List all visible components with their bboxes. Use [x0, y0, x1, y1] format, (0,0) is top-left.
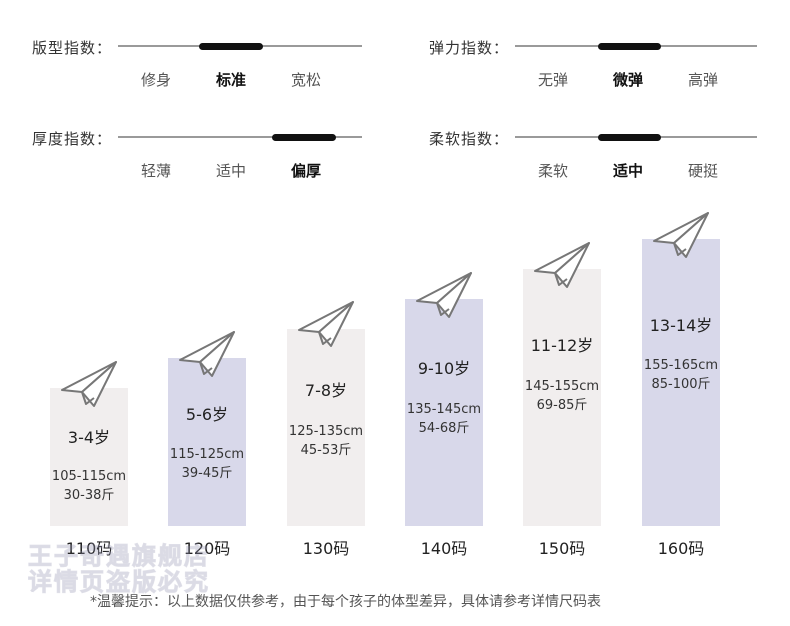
weight-range: 69-85斤 — [536, 398, 588, 413]
size-bar — [50, 388, 128, 526]
weight-range: 85-100斤 — [651, 377, 711, 392]
height-range: 155-165cm — [643, 358, 719, 373]
index-option-selected: 偏厚 — [290, 162, 321, 180]
age-label: 13-14岁 — [649, 316, 713, 335]
height-range: 125-135cm — [288, 424, 364, 439]
watermark: 王子奇遇旗舰店 详情页盗版必究 — [28, 542, 210, 596]
age-label: 5-6岁 — [185, 405, 229, 424]
height-range: 135-145cm — [406, 402, 482, 417]
index-marker — [199, 43, 263, 50]
age-label: 9-10岁 — [417, 359, 471, 378]
index-option-selected: 微弹 — [612, 71, 643, 89]
index-label: 版型指数： — [32, 39, 113, 57]
index-option: 柔软 — [537, 162, 568, 180]
index-marker — [598, 43, 661, 50]
size-bar — [642, 239, 720, 526]
paper-plane-icon — [298, 301, 354, 347]
index-marker — [272, 134, 336, 141]
age-label: 3-4岁 — [67, 428, 111, 447]
watermark-line: 详情页盗版必究 — [28, 568, 210, 596]
paper-plane-icon — [653, 212, 709, 258]
age-label: 11-12岁 — [530, 336, 594, 355]
size-label: 130码 — [302, 539, 350, 558]
weight-range: 54-68斤 — [418, 421, 470, 436]
index-option-selected: 适中 — [612, 162, 643, 180]
size-bar — [168, 358, 246, 526]
index-option: 适中 — [215, 162, 246, 180]
index-label: 厚度指数： — [32, 130, 113, 148]
paper-plane-icon — [416, 272, 472, 318]
index-option: 轻薄 — [140, 162, 171, 180]
size-bar — [523, 269, 601, 526]
paper-plane-icon — [179, 331, 235, 377]
index-option: 高弹 — [687, 71, 718, 89]
size-bar — [287, 329, 365, 526]
index-option: 无弹 — [537, 71, 568, 89]
weight-range: 30-38斤 — [63, 488, 115, 503]
paper-plane-icon — [534, 242, 590, 288]
index-option-selected: 标准 — [215, 71, 246, 89]
index-label: 弹力指数： — [429, 39, 510, 57]
size-label: 150码 — [538, 539, 586, 558]
index-track — [118, 136, 362, 138]
size-label: 140码 — [420, 539, 468, 558]
index-marker — [598, 134, 661, 141]
weight-range: 39-45斤 — [181, 466, 233, 481]
height-range: 105-115cm — [51, 469, 127, 484]
height-range: 115-125cm — [169, 447, 245, 462]
index-option: 宽松 — [290, 71, 321, 89]
index-option: 硬挺 — [687, 162, 718, 180]
paper-plane-icon — [61, 361, 117, 407]
weight-range: 45-53斤 — [300, 443, 352, 458]
age-label: 7-8岁 — [304, 381, 348, 400]
size-label: 110码 — [65, 539, 113, 558]
index-option: 修身 — [140, 71, 171, 89]
watermark-line: 王子奇遇旗舰店 — [28, 542, 210, 570]
disclaimer-note: *温馨提示：以上数据仅供参考，由于每个孩子的体型差异，具体请参考详情尺码表 — [90, 594, 601, 610]
index-label: 柔软指数： — [429, 130, 510, 148]
size-label: 160码 — [657, 539, 705, 558]
height-range: 145-155cm — [524, 379, 600, 394]
size-label: 120码 — [183, 539, 231, 558]
size-bar — [405, 299, 483, 526]
